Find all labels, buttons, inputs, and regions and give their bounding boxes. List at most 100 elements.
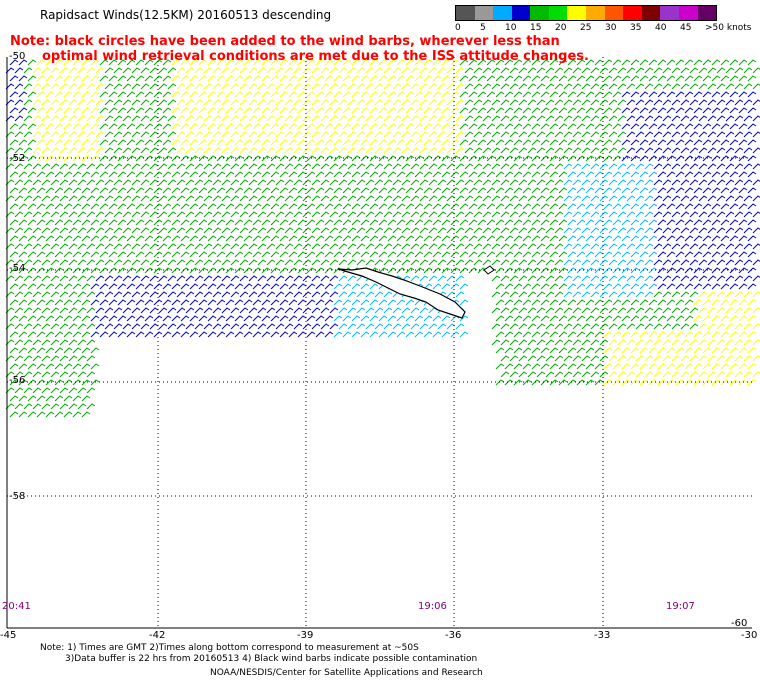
wind-barb	[743, 243, 753, 250]
wind-barb	[743, 291, 753, 298]
wind-barb	[468, 123, 478, 130]
wind-barb	[347, 307, 357, 314]
wind-barb	[558, 363, 568, 370]
wind-barb	[590, 99, 600, 106]
wind-barb	[707, 339, 717, 346]
wind-barb	[671, 227, 681, 234]
wind-barb	[333, 203, 343, 210]
wind-barb	[509, 99, 519, 106]
wind-barb	[329, 211, 339, 218]
wind-barb	[684, 203, 694, 210]
wind-barb	[279, 59, 289, 66]
wind-barb	[216, 315, 226, 322]
wind-barb	[711, 331, 721, 338]
wind-barb	[707, 211, 717, 218]
wind-barb	[581, 371, 591, 378]
wind-barb	[288, 107, 298, 114]
wind-barb	[324, 267, 334, 274]
wind-barb	[185, 259, 195, 266]
wind-barb	[747, 59, 757, 66]
wind-barb	[455, 195, 465, 202]
wind-barb	[72, 171, 82, 178]
wind-barb	[149, 275, 159, 282]
wind-barb	[41, 147, 51, 154]
wind-barb	[414, 155, 424, 162]
wind-barb	[518, 83, 528, 90]
wind-barb	[626, 131, 636, 138]
wind-barb	[464, 115, 474, 122]
wind-barb	[59, 147, 69, 154]
wind-barb	[482, 147, 492, 154]
wind-barb	[729, 139, 739, 146]
wind-barb	[572, 339, 582, 346]
wind-barb	[563, 195, 573, 202]
wind-barb	[162, 299, 172, 306]
wind-barb	[639, 347, 649, 354]
wind-barb	[140, 195, 150, 202]
wind-barb	[423, 59, 433, 66]
wind-barb	[729, 251, 739, 258]
wind-barb	[18, 155, 28, 162]
wind-barb	[293, 115, 303, 122]
wind-barb	[648, 267, 658, 274]
wind-barb	[504, 283, 514, 290]
wind-barb	[14, 275, 24, 282]
wind-barb	[185, 163, 195, 170]
wind-barb	[369, 283, 379, 290]
wind-barb	[693, 107, 703, 114]
wind-barb	[342, 155, 352, 162]
wind-barb	[297, 123, 307, 130]
wind-barb	[486, 139, 496, 146]
wind-barb	[302, 291, 312, 298]
wind-barb	[720, 139, 730, 146]
wind-barb	[527, 115, 537, 122]
wind-barb	[68, 275, 78, 282]
wind-barb	[594, 315, 604, 322]
wind-barb	[162, 155, 172, 162]
wind-barb	[711, 219, 721, 226]
wind-barb	[639, 59, 649, 66]
wind-barb	[230, 195, 240, 202]
wind-barb	[117, 59, 127, 66]
wind-barb	[558, 267, 568, 274]
wind-barb	[563, 83, 573, 90]
wind-barb	[144, 315, 154, 322]
wind-barb	[108, 59, 118, 66]
wind-barb	[585, 283, 595, 290]
wind-barb	[617, 163, 627, 170]
wind-barb	[648, 331, 658, 338]
wind-barb	[747, 107, 757, 114]
wind-barb	[99, 107, 109, 114]
wind-barb	[585, 123, 595, 130]
wind-barb	[131, 307, 141, 314]
wind-barb	[617, 195, 627, 202]
wind-barb	[122, 195, 132, 202]
wind-barb	[387, 107, 397, 114]
wind-barb	[693, 235, 703, 242]
wind-barb	[41, 323, 51, 330]
wind-barb	[41, 259, 51, 266]
wind-barb	[734, 323, 744, 330]
wind-barb	[374, 67, 384, 74]
wind-barb	[509, 115, 519, 122]
wind-barb	[36, 395, 46, 402]
wind-barb	[693, 59, 703, 66]
wind-barb	[216, 299, 226, 306]
wind-barb	[599, 179, 609, 186]
wind-barb	[536, 259, 546, 266]
wind-barb	[81, 283, 91, 290]
wind-barb	[126, 219, 136, 226]
wind-barb	[374, 163, 384, 170]
wind-barb	[729, 235, 739, 242]
wind-barb	[644, 147, 654, 154]
wind-barb	[653, 243, 663, 250]
wind-barb	[153, 59, 163, 66]
wind-barb	[738, 171, 748, 178]
wind-barb	[63, 379, 73, 386]
wind-barb	[720, 267, 730, 274]
wind-barb	[495, 379, 505, 386]
wind-barb	[459, 315, 469, 322]
wind-barb	[504, 75, 514, 82]
wind-barb	[77, 259, 87, 266]
wind-barb	[513, 59, 523, 66]
